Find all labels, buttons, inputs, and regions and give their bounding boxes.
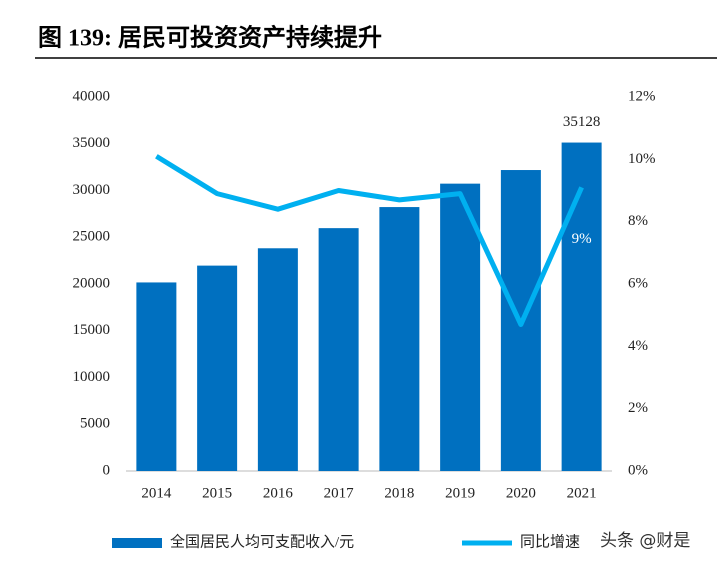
bar <box>257 248 298 471</box>
y-tick-label: 25000 <box>73 229 111 245</box>
y-tick-label: 15000 <box>73 322 111 338</box>
x-tick-label: 2021 <box>567 485 597 501</box>
y-tick-label: 30000 <box>73 182 111 198</box>
y-tick-label: 40000 <box>73 88 111 104</box>
bar <box>197 265 238 471</box>
bar <box>379 207 420 471</box>
y-tick-label: 0 <box>103 462 111 478</box>
bar <box>440 183 481 471</box>
line <box>155 154 584 328</box>
watermark: 头条 @财是 <box>600 531 690 551</box>
x-tick-label: 2020 <box>506 485 536 501</box>
x-tick-label: 2019 <box>445 485 475 501</box>
data-label: 9% <box>572 231 592 247</box>
y-tick-label: 10000 <box>73 369 111 385</box>
bar <box>561 142 602 471</box>
legend-label: 同比增速 <box>520 533 580 550</box>
y-tick-label: 20000 <box>73 275 111 291</box>
data-label: 35128 <box>563 114 601 130</box>
y-tick-label: 5000 <box>80 416 110 432</box>
y2-tick-label: 0% <box>628 462 648 478</box>
x-tick-label: 2015 <box>202 485 232 501</box>
x-tick-label: 2018 <box>384 485 414 501</box>
bar <box>136 282 177 471</box>
x-tick-label: 2016 <box>263 485 294 501</box>
bar <box>318 228 359 471</box>
x-tick-label: 2014 <box>141 485 172 501</box>
x-tick-label: 2017 <box>324 485 355 501</box>
y2-tick-label: 8% <box>628 213 648 229</box>
y2-tick-label: 10% <box>628 151 656 167</box>
y-tick-label: 35000 <box>73 135 111 151</box>
y2-tick-label: 4% <box>628 338 648 354</box>
chart-title: 图 139: 居民可投资资产持续提升 <box>38 24 382 52</box>
legend-label: 全国居民人均可支配收入/元 <box>170 532 354 550</box>
y2-tick-label: 2% <box>628 400 648 416</box>
legend-swatch <box>112 538 162 548</box>
y2-tick-label: 6% <box>628 275 648 291</box>
y2-tick-label: 12% <box>628 88 656 104</box>
